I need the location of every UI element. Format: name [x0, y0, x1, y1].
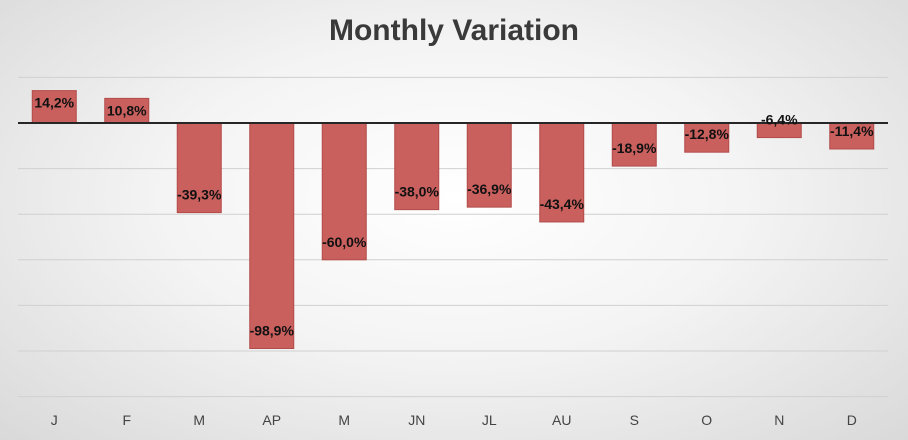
x-tick-label: M [338, 412, 350, 428]
chart-title: Monthly Variation [328, 14, 580, 47]
data-label: -43,4% [540, 196, 585, 212]
gridlines [18, 76, 888, 398]
x-tick-label: AP [262, 412, 281, 428]
bar [539, 122, 585, 223]
data-label: -11,4% [830, 123, 874, 139]
data-label: 10,8% [107, 102, 147, 118]
x-tick-label: M [193, 412, 205, 428]
x-tick-label: JL [482, 412, 497, 428]
bar [31, 90, 77, 124]
data-label: -12,8% [685, 126, 730, 142]
data-label: -98,9% [250, 322, 295, 338]
x-tick-label: D [847, 412, 857, 428]
x-tick-label: J [51, 412, 58, 428]
x-tick-label: F [122, 412, 131, 428]
x-tick-label: JN [408, 412, 425, 428]
bar [176, 122, 222, 214]
data-label: 14,2% [34, 95, 74, 111]
data-label: -6,4% [761, 112, 798, 128]
bar [394, 122, 440, 211]
bar [249, 122, 295, 349]
bar [684, 122, 730, 153]
bars [31, 90, 875, 349]
data-label: -39,3% [177, 187, 222, 203]
x-tick-label: S [630, 412, 639, 428]
bar [829, 122, 875, 150]
bar [611, 122, 657, 167]
bar [104, 97, 150, 124]
x-tick-label: N [774, 412, 784, 428]
x-tick-label: AU [552, 412, 571, 428]
data-label: -60,0% [322, 234, 367, 250]
bar [321, 122, 367, 261]
data-label: -38,0% [395, 184, 440, 200]
data-labels: 14,2% 10,8% -39,3% -98,9% -60,0% -38,0% -36,9%… [34, 95, 874, 339]
x-axis-ticks: J F M AP M JN JL AU S O N D [51, 412, 857, 428]
data-label: -18,9% [612, 140, 657, 156]
bar [466, 122, 512, 208]
x-tick-label: O [701, 412, 712, 428]
data-label: -36,9% [467, 181, 512, 197]
